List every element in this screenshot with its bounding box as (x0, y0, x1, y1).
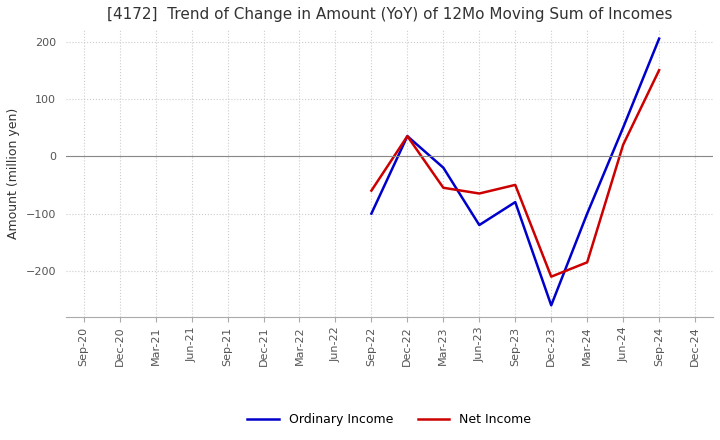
Line: Net Income: Net Income (372, 70, 659, 277)
Net Income (618, 142, 627, 147)
Ordinary Income (475, 222, 484, 227)
Net Income (475, 191, 484, 196)
Ordinary Income (618, 125, 627, 130)
Ordinary Income (654, 36, 663, 41)
Legend: Ordinary Income, Net Income: Ordinary Income, Net Income (243, 408, 536, 431)
Net Income (583, 260, 592, 265)
Net Income (654, 68, 663, 73)
Ordinary Income (367, 211, 376, 216)
Net Income (511, 182, 520, 187)
Net Income (367, 188, 376, 193)
Line: Ordinary Income: Ordinary Income (372, 39, 659, 305)
Net Income (547, 274, 556, 279)
Ordinary Income (439, 165, 448, 170)
Ordinary Income (583, 211, 592, 216)
Y-axis label: Amount (million yen): Amount (million yen) (7, 108, 20, 239)
Net Income (439, 185, 448, 191)
Ordinary Income (547, 303, 556, 308)
Ordinary Income (403, 133, 412, 139)
Net Income (403, 133, 412, 139)
Ordinary Income (511, 199, 520, 205)
Title: [4172]  Trend of Change in Amount (YoY) of 12Mo Moving Sum of Incomes: [4172] Trend of Change in Amount (YoY) o… (107, 7, 672, 22)
